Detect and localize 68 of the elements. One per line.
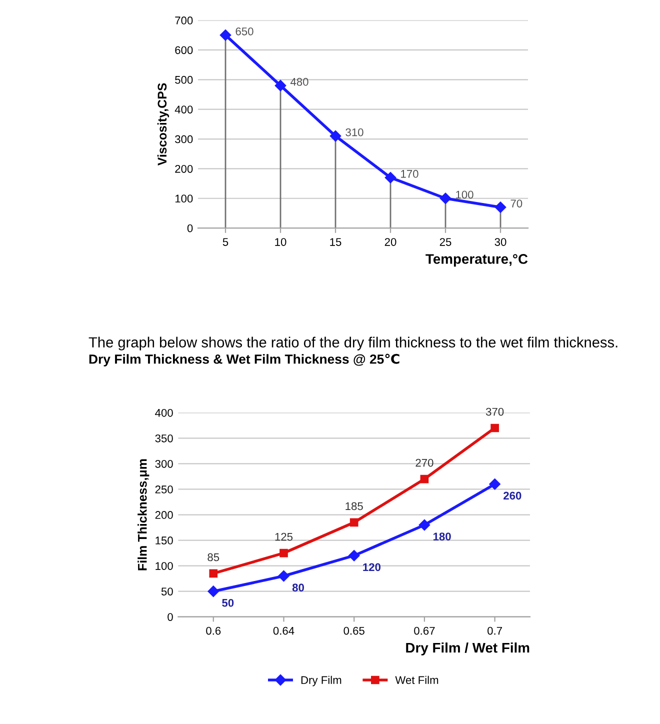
point <box>208 586 219 597</box>
y-tick-label: 250 <box>155 486 173 494</box>
legend-label: Dry Film <box>301 676 342 686</box>
y-tick-label: 100 <box>175 194 193 203</box>
y-tick-label: 400 <box>174 106 193 114</box>
data-label: 260 <box>504 492 522 500</box>
y-tick-label: 500 <box>175 76 193 84</box>
point <box>220 30 232 41</box>
x-tick-label: 10 <box>275 238 286 246</box>
point <box>348 550 360 562</box>
x-tick-label: 0.6 <box>206 626 221 635</box>
y-tick-label: 350 <box>155 434 173 442</box>
point <box>274 80 286 92</box>
x-tick-label: 25 <box>440 238 452 246</box>
x-tick-label: 0.65 <box>344 626 364 635</box>
x-tick-label: 0.64 <box>273 626 294 635</box>
x-axis-title: Temperature,°C <box>426 254 528 267</box>
point <box>490 424 499 432</box>
data-label: 650 <box>236 27 254 36</box>
x-tick-label: 0.67 <box>414 626 435 635</box>
y-tick-label: 100 <box>156 562 173 570</box>
data-label: 170 <box>401 170 418 178</box>
y-tick-label: 300 <box>175 135 193 144</box>
data-label: 180 <box>433 532 451 540</box>
y-tick-label: 150 <box>156 536 173 544</box>
data-label: 185 <box>346 502 363 510</box>
legend-label: Wet Film <box>395 676 438 684</box>
data-label: 80 <box>292 584 304 592</box>
y-axis-title: Viscosity,CPS <box>157 83 170 166</box>
point <box>350 518 358 527</box>
data-label: 125 <box>275 532 293 541</box>
point <box>280 548 288 558</box>
point <box>384 172 396 184</box>
data-label: 85 <box>208 553 220 562</box>
data-label: 480 <box>290 78 308 86</box>
data-label: 50 <box>222 598 234 607</box>
x-tick-label: 15 <box>330 238 342 246</box>
data-label: 270 <box>416 458 434 467</box>
data-label: 100 <box>456 190 474 199</box>
x-tick-label: 0.7 <box>488 626 502 635</box>
data-label: 70 <box>510 200 522 208</box>
point <box>418 519 430 531</box>
x-tick-label: 30 <box>494 238 506 246</box>
y-tick-label: 0 <box>187 224 193 232</box>
y-axis-title: Film Thickness,μm <box>138 459 150 570</box>
y-tick-label: 200 <box>175 164 193 173</box>
data-label: 370 <box>486 408 504 416</box>
data-label: 120 <box>363 563 381 572</box>
chart-subtitle: The graph below shows the ratio of the dry film thickness to the wet film thickness. <box>88 336 618 350</box>
y-tick-label: 0 <box>168 613 173 621</box>
y-tick-label: 700 <box>175 16 193 24</box>
x-tick-label: 5 <box>222 238 228 246</box>
data-label: 310 <box>346 128 364 136</box>
y-tick-label: 600 <box>175 46 193 54</box>
x-axis-title: Dry Film / Wet Film <box>406 642 530 656</box>
point <box>494 202 506 213</box>
point <box>440 192 452 204</box>
point <box>278 570 290 582</box>
y-tick-label: 200 <box>155 511 173 519</box>
point <box>209 569 218 578</box>
point <box>420 474 429 484</box>
point <box>330 130 342 142</box>
y-tick-label: 50 <box>161 588 173 596</box>
y-tick-label: 300 <box>155 460 173 468</box>
y-tick-label: 400 <box>155 408 173 417</box>
point <box>489 478 500 490</box>
x-tick-label: 20 <box>384 238 396 246</box>
chart-title: Dry Film Thickness & Wet Film Thickness @ 25℃ <box>89 354 400 366</box>
